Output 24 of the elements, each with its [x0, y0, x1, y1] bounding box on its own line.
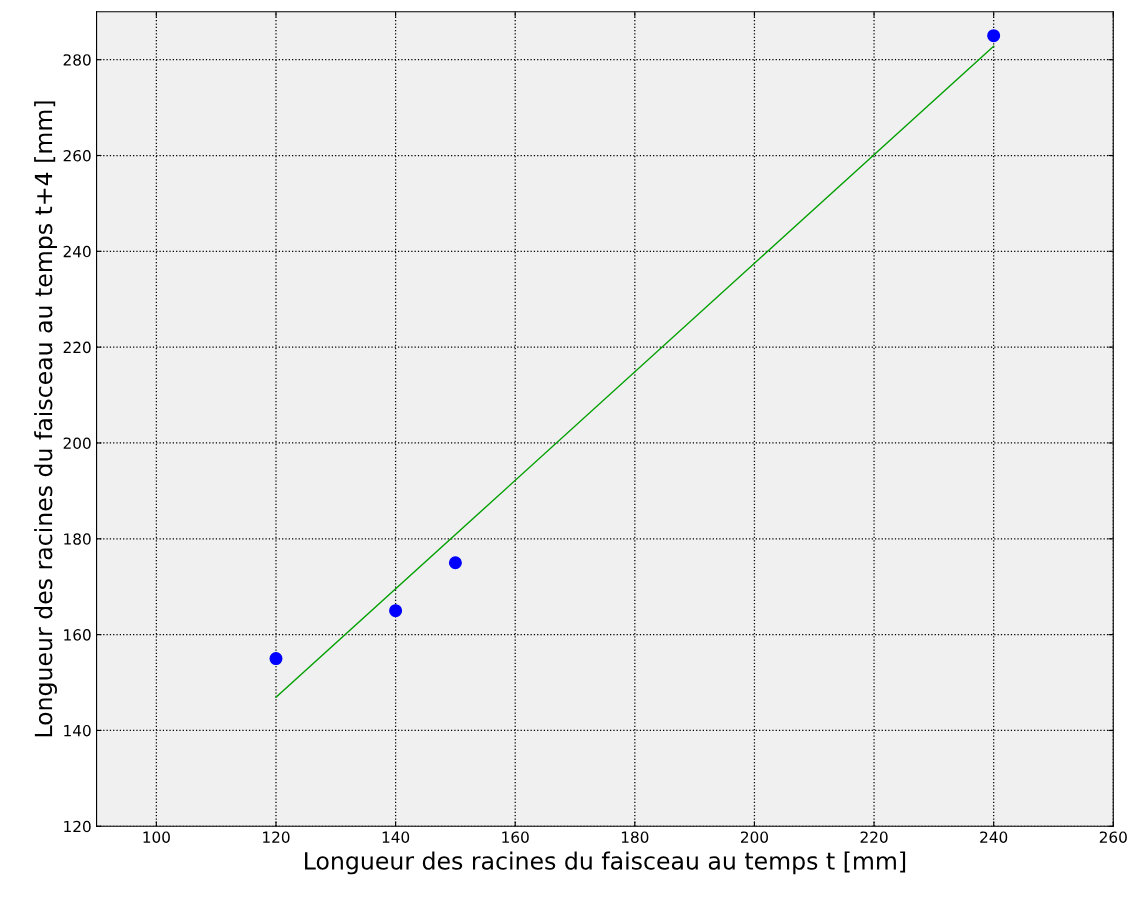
- y-tick-label: 140: [64, 724, 91, 737]
- y-tick-label: 180: [64, 533, 91, 545]
- x-tick-label: 140: [382, 831, 410, 843]
- y-tick-label: 160: [64, 629, 91, 641]
- y-tick-label: 220: [63, 341, 91, 354]
- point: [389, 604, 403, 618]
- x-tick-label: 260: [1099, 831, 1127, 843]
- x-tick-label: 240: [980, 831, 1008, 843]
- y-tick-label: 260: [63, 149, 91, 162]
- y-tick-label: 200: [63, 437, 91, 449]
- y-tick-label: 240: [63, 245, 91, 258]
- point: [987, 29, 1001, 43]
- x-axis-title: Longueur des racines du faisceau au temps t [mm]: [305, 851, 906, 875]
- point: [448, 556, 462, 570]
- x-tick-label: 160: [502, 831, 529, 843]
- y-tick-label: 120: [64, 820, 91, 833]
- y-axis-title: Longueur des racines du faisceau au temps t+4 [mm]: [34, 101, 57, 737]
- x-tick-label: 120: [263, 831, 290, 843]
- point: [269, 652, 283, 666]
- x-tick-label: 100: [143, 831, 170, 843]
- x-tick-label: 180: [621, 831, 649, 843]
- x-tick-label: 220: [860, 831, 888, 843]
- y-tick-label: 280: [63, 54, 91, 66]
- x-tick-label: 200: [740, 831, 768, 843]
